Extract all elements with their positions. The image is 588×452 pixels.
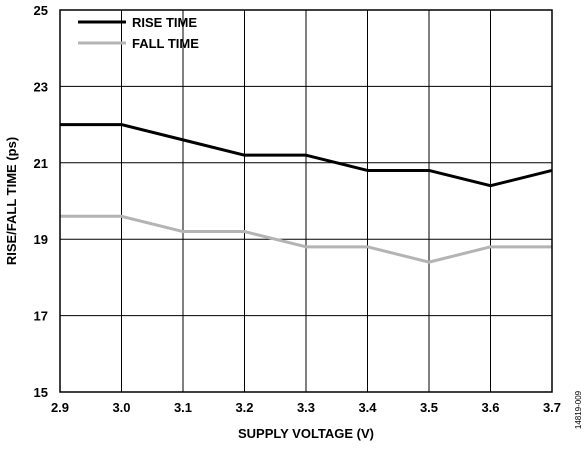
grid xyxy=(60,10,552,392)
y-tick-label: 15 xyxy=(34,385,48,400)
y-tick-label: 17 xyxy=(34,309,48,324)
legend: RISE TIME FALL TIME xyxy=(78,15,199,51)
figure-code: 14819-009 xyxy=(574,390,583,429)
x-tick-label: 3.3 xyxy=(297,400,315,415)
y-axis-label: RISE/FALL TIME (ps) xyxy=(4,137,19,265)
y-tick-label: 19 xyxy=(34,232,48,247)
x-tick-label: 3.2 xyxy=(235,400,253,415)
legend-label: FALL TIME xyxy=(132,36,199,51)
x-tick-label: 3.7 xyxy=(543,400,561,415)
x-tick-label: 3.5 xyxy=(420,400,438,415)
x-axis-label: SUPPLY VOLTAGE (V) xyxy=(238,426,374,441)
x-tick-label: 3.6 xyxy=(481,400,499,415)
x-tick-label: 3.0 xyxy=(112,400,130,415)
y-tick-label: 25 xyxy=(34,3,48,18)
y-tick-label: 23 xyxy=(34,79,48,94)
x-tick-label: 3.4 xyxy=(358,400,377,415)
legend-label: RISE TIME xyxy=(132,15,197,30)
y-tick-label: 21 xyxy=(34,156,48,171)
x-tick-label: 3.1 xyxy=(174,400,192,415)
tick-labels: 2.9 3.0 3.1 3.2 3.3 3.4 3.5 3.6 3.7 15 17 19 21 23 25 xyxy=(34,3,562,415)
x-tick-label: 2.9 xyxy=(51,400,69,415)
